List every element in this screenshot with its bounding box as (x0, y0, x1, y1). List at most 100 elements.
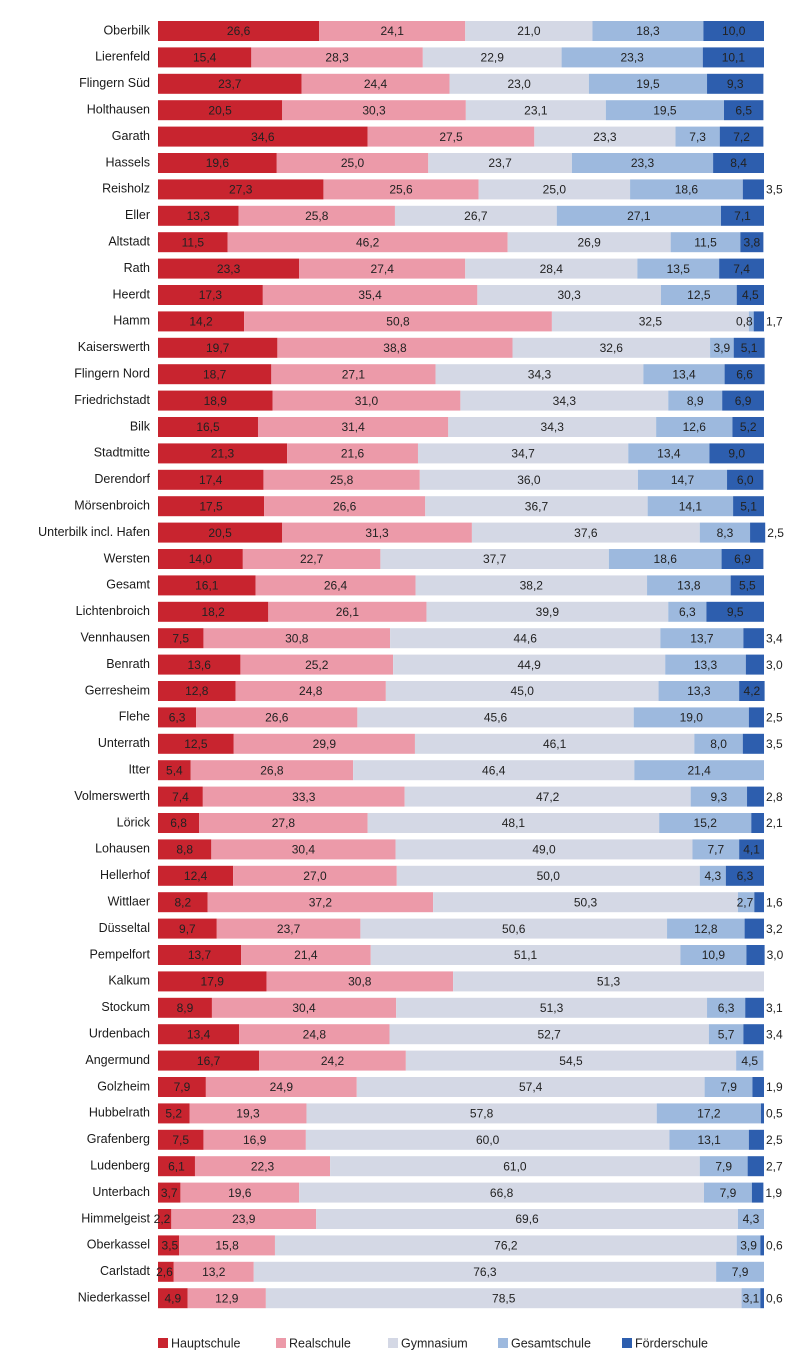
bar-segment (235, 681, 386, 701)
bar-segment (730, 575, 764, 596)
value-label: 1,9 (766, 1080, 783, 1094)
category-label: Himmelgeist (81, 1211, 150, 1225)
bar-segment (211, 997, 397, 1018)
bar-segment (190, 760, 354, 781)
bar-segment (319, 21, 466, 41)
category-label: Oberkassel (87, 1238, 150, 1252)
value-label: 7,9 (720, 1186, 737, 1200)
bar-segment (394, 205, 557, 226)
value-label: 51,1 (514, 948, 538, 962)
value-label: 36,0 (517, 473, 541, 487)
bar-segment (721, 549, 764, 569)
value-label: 5,1 (741, 341, 758, 355)
bar-segment (739, 839, 764, 860)
value-label: 13,8 (677, 579, 701, 593)
bar-segment (656, 1103, 761, 1124)
value-label: 69,6 (515, 1212, 539, 1226)
value-label: 7,3 (689, 130, 706, 144)
category-label: Itter (128, 762, 150, 776)
category-label: Altstadt (108, 234, 150, 248)
bar-segment (699, 865, 726, 886)
value-label: 9,3 (711, 790, 728, 804)
bar-segment (736, 1050, 764, 1071)
category-label: Urdenbach (89, 1026, 150, 1040)
value-label: 20,5 (208, 103, 232, 117)
value-label: 22,9 (481, 51, 505, 65)
bar-segment (158, 575, 256, 596)
value-label: 38,2 (520, 579, 544, 593)
value-label: 31,0 (355, 394, 379, 408)
value-label: 26,8 (260, 763, 284, 777)
category-label: Gerresheim (85, 683, 150, 697)
bar-segment (171, 1209, 317, 1229)
category-label: Hubbelrath (89, 1106, 150, 1120)
bar-segment (380, 549, 609, 569)
bar-segment (760, 1235, 764, 1256)
bar-segment (752, 1077, 764, 1097)
value-label: 46,1 (543, 737, 567, 751)
bar-segment (207, 892, 434, 913)
bar-segment (471, 522, 700, 543)
bar-segment (669, 1129, 749, 1150)
value-label: 19,7 (206, 341, 230, 355)
category-label: Kaiserswerth (78, 340, 150, 354)
bar-segment (744, 918, 764, 939)
value-label: 57,4 (519, 1080, 543, 1094)
bar-segment (465, 100, 606, 121)
value-label: 8,8 (176, 843, 193, 857)
bar-segment (750, 522, 766, 543)
bar-segment (282, 100, 466, 121)
value-label: 7,9 (174, 1080, 191, 1094)
value-label: 8,2 (175, 895, 192, 909)
category-label: Friedrichstadt (74, 393, 150, 407)
category-label: Hellerhof (100, 868, 151, 882)
bar-segment (240, 654, 394, 675)
bar-segment (707, 73, 764, 94)
bar-segment (274, 1235, 737, 1256)
value-label: 38,8 (383, 341, 407, 355)
value-label: 18,7 (203, 367, 227, 381)
bar-segment (257, 417, 449, 437)
bar-segment (158, 47, 252, 68)
value-label: 18,2 (201, 605, 225, 619)
bar-segment (745, 654, 764, 675)
bar-segment (299, 258, 466, 279)
value-label: 27,4 (371, 262, 395, 276)
bar-segment (690, 786, 748, 807)
value-label: 23,0 (507, 77, 531, 91)
bar-segment (465, 21, 593, 41)
bar-segment (158, 232, 228, 253)
category-label: Heerdt (112, 287, 150, 301)
bar-segment (692, 839, 740, 860)
value-label: 6,1 (168, 1159, 185, 1173)
value-label: 0,6 (766, 1291, 783, 1305)
value-label: 3,4 (766, 1027, 783, 1041)
bar-segment (158, 1235, 180, 1256)
category-label: Lichtenbroich (76, 604, 150, 618)
legend-label: Förderschule (635, 1336, 708, 1350)
bar-segment (158, 654, 241, 675)
category-label: Rath (124, 261, 150, 275)
bar-segment (202, 786, 405, 807)
bar-segment (748, 707, 764, 728)
value-label: 61,0 (503, 1159, 527, 1173)
value-label: 25,8 (305, 209, 329, 223)
bar-segment (634, 760, 764, 781)
value-label: 5,2 (165, 1107, 182, 1121)
value-label: 18,9 (204, 394, 228, 408)
value-label: 24,2 (321, 1054, 345, 1068)
bar-segment (158, 945, 242, 965)
value-label: 25,0 (341, 156, 365, 170)
value-label: 35,4 (358, 288, 382, 302)
value-label: 12,6 (683, 420, 707, 434)
value-label: 5,5 (739, 579, 756, 593)
bar-segment (305, 1129, 670, 1150)
bar-segment (748, 311, 754, 332)
bar-segment (628, 443, 710, 464)
value-label: 23,3 (593, 130, 617, 144)
bar-segment (656, 417, 733, 437)
value-label: 30,3 (362, 103, 386, 117)
category-label: Wersten (104, 551, 150, 565)
value-label: 31,3 (365, 526, 389, 540)
value-label: 27,1 (627, 209, 651, 223)
